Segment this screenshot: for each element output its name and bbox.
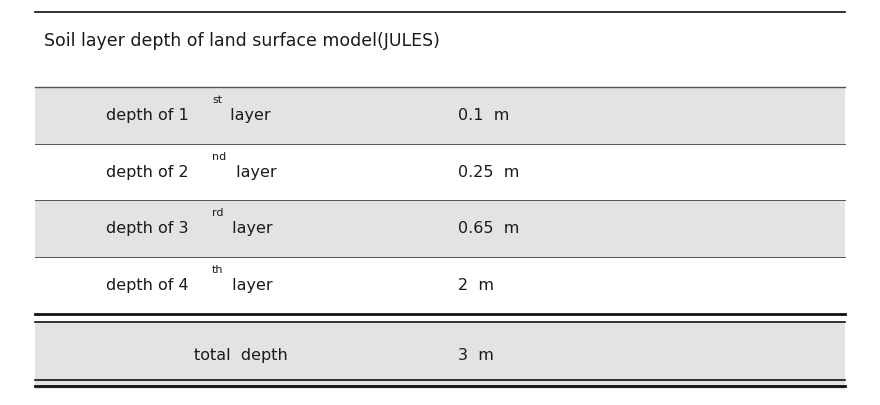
Text: layer: layer bbox=[227, 278, 273, 293]
Text: 2  m: 2 m bbox=[458, 278, 494, 293]
Text: 0.65  m: 0.65 m bbox=[458, 221, 519, 237]
Text: depth of 2: depth of 2 bbox=[106, 164, 188, 180]
Text: depth of 3: depth of 3 bbox=[106, 221, 188, 237]
Text: layer: layer bbox=[225, 108, 271, 123]
Text: total  depth: total depth bbox=[194, 348, 288, 363]
Text: rd: rd bbox=[212, 209, 224, 218]
Text: 0.1  m: 0.1 m bbox=[458, 108, 509, 123]
Text: depth of 1: depth of 1 bbox=[106, 108, 188, 123]
Text: layer: layer bbox=[231, 164, 276, 180]
Text: 3  m: 3 m bbox=[458, 348, 494, 363]
Bar bbox=[35, 322, 845, 389]
Text: layer: layer bbox=[227, 221, 273, 237]
Bar bbox=[35, 200, 845, 257]
Text: st: st bbox=[212, 95, 223, 105]
Text: Soil layer depth of land surface model(JULES): Soil layer depth of land surface model(J… bbox=[44, 32, 440, 49]
Bar bbox=[35, 87, 845, 144]
Text: nd: nd bbox=[212, 152, 226, 162]
Text: depth of 4: depth of 4 bbox=[106, 278, 188, 293]
Text: th: th bbox=[212, 265, 224, 275]
Text: 0.25  m: 0.25 m bbox=[458, 164, 519, 180]
